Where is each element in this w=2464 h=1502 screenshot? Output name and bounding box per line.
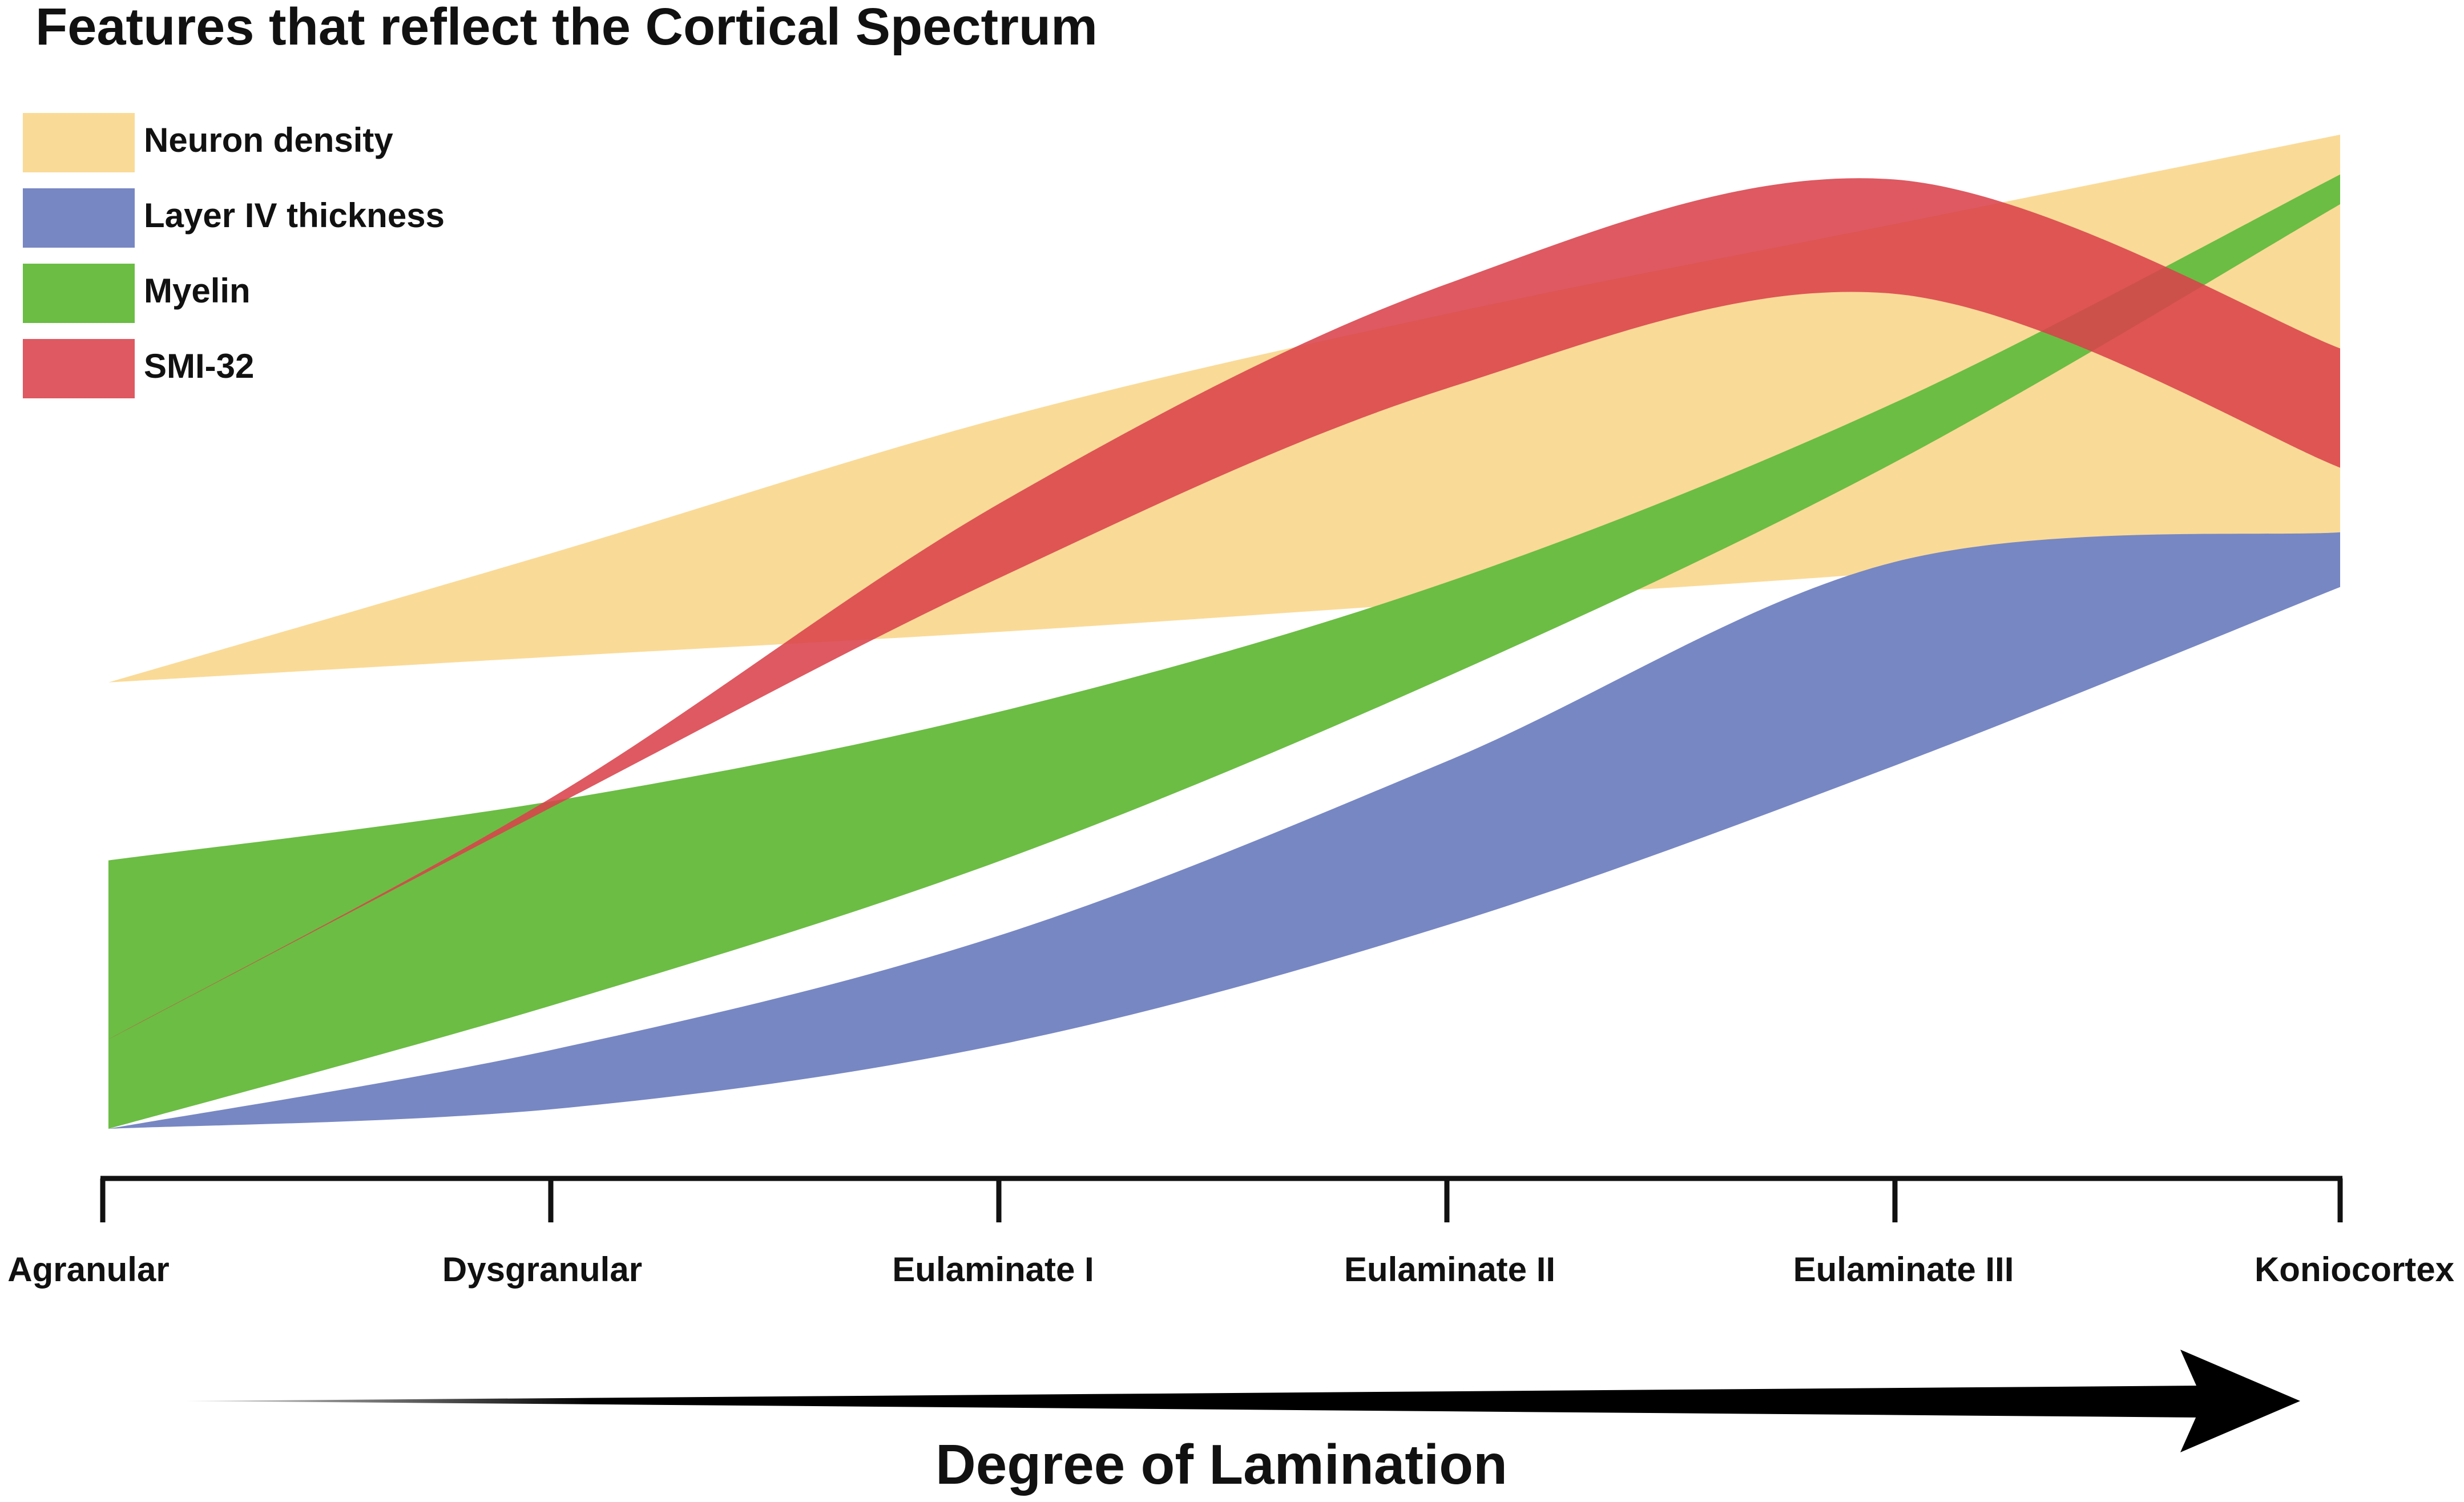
x-tick-label-eulaminate-iii: Eulaminate III — [1793, 1250, 2014, 1289]
lamination-arrow-head — [2180, 1350, 2300, 1452]
x-axis: Agranular Dysgranular Eulaminate I Eulam… — [7, 1176, 2454, 1289]
legend-swatch-smi-32 — [23, 339, 135, 398]
legend-swatch-myelin — [23, 264, 135, 323]
chart-title: Features that reflect the Cortical Spect… — [35, 0, 1098, 56]
x-tick-label-eulaminate-ii: Eulaminate II — [1344, 1250, 1555, 1289]
legend: Neuron density Layer IV thickness Myelin… — [23, 113, 445, 398]
legend-label-myelin: Myelin — [144, 272, 251, 310]
x-axis-title: Degree of Lamination — [935, 1433, 1507, 1496]
legend-swatch-layer-iv-thickness — [23, 188, 135, 248]
x-tick-label-koniocortex: Koniocortex — [2255, 1250, 2454, 1289]
legend-label-neuron-density: Neuron density — [144, 121, 393, 159]
x-tick-label-dysgranular: Dysgranular — [442, 1250, 642, 1289]
layer-iv-thickness-band — [108, 532, 2340, 1129]
lamination-arrow — [185, 1350, 2300, 1452]
x-tick-label-agranular: Agranular — [7, 1250, 169, 1289]
series-bands — [108, 135, 2340, 1129]
legend-label-smi-32: SMI-32 — [144, 347, 254, 385]
myelin-band — [108, 174, 2340, 1129]
lamination-arrow-shaft — [185, 1386, 2203, 1418]
x-tick-label-eulaminate-i: Eulaminate I — [892, 1250, 1094, 1289]
smi-32-band — [108, 178, 2340, 1040]
legend-swatch-neuron-density — [23, 113, 135, 172]
legend-label-layer-iv-thickness: Layer IV thickness — [144, 196, 445, 235]
